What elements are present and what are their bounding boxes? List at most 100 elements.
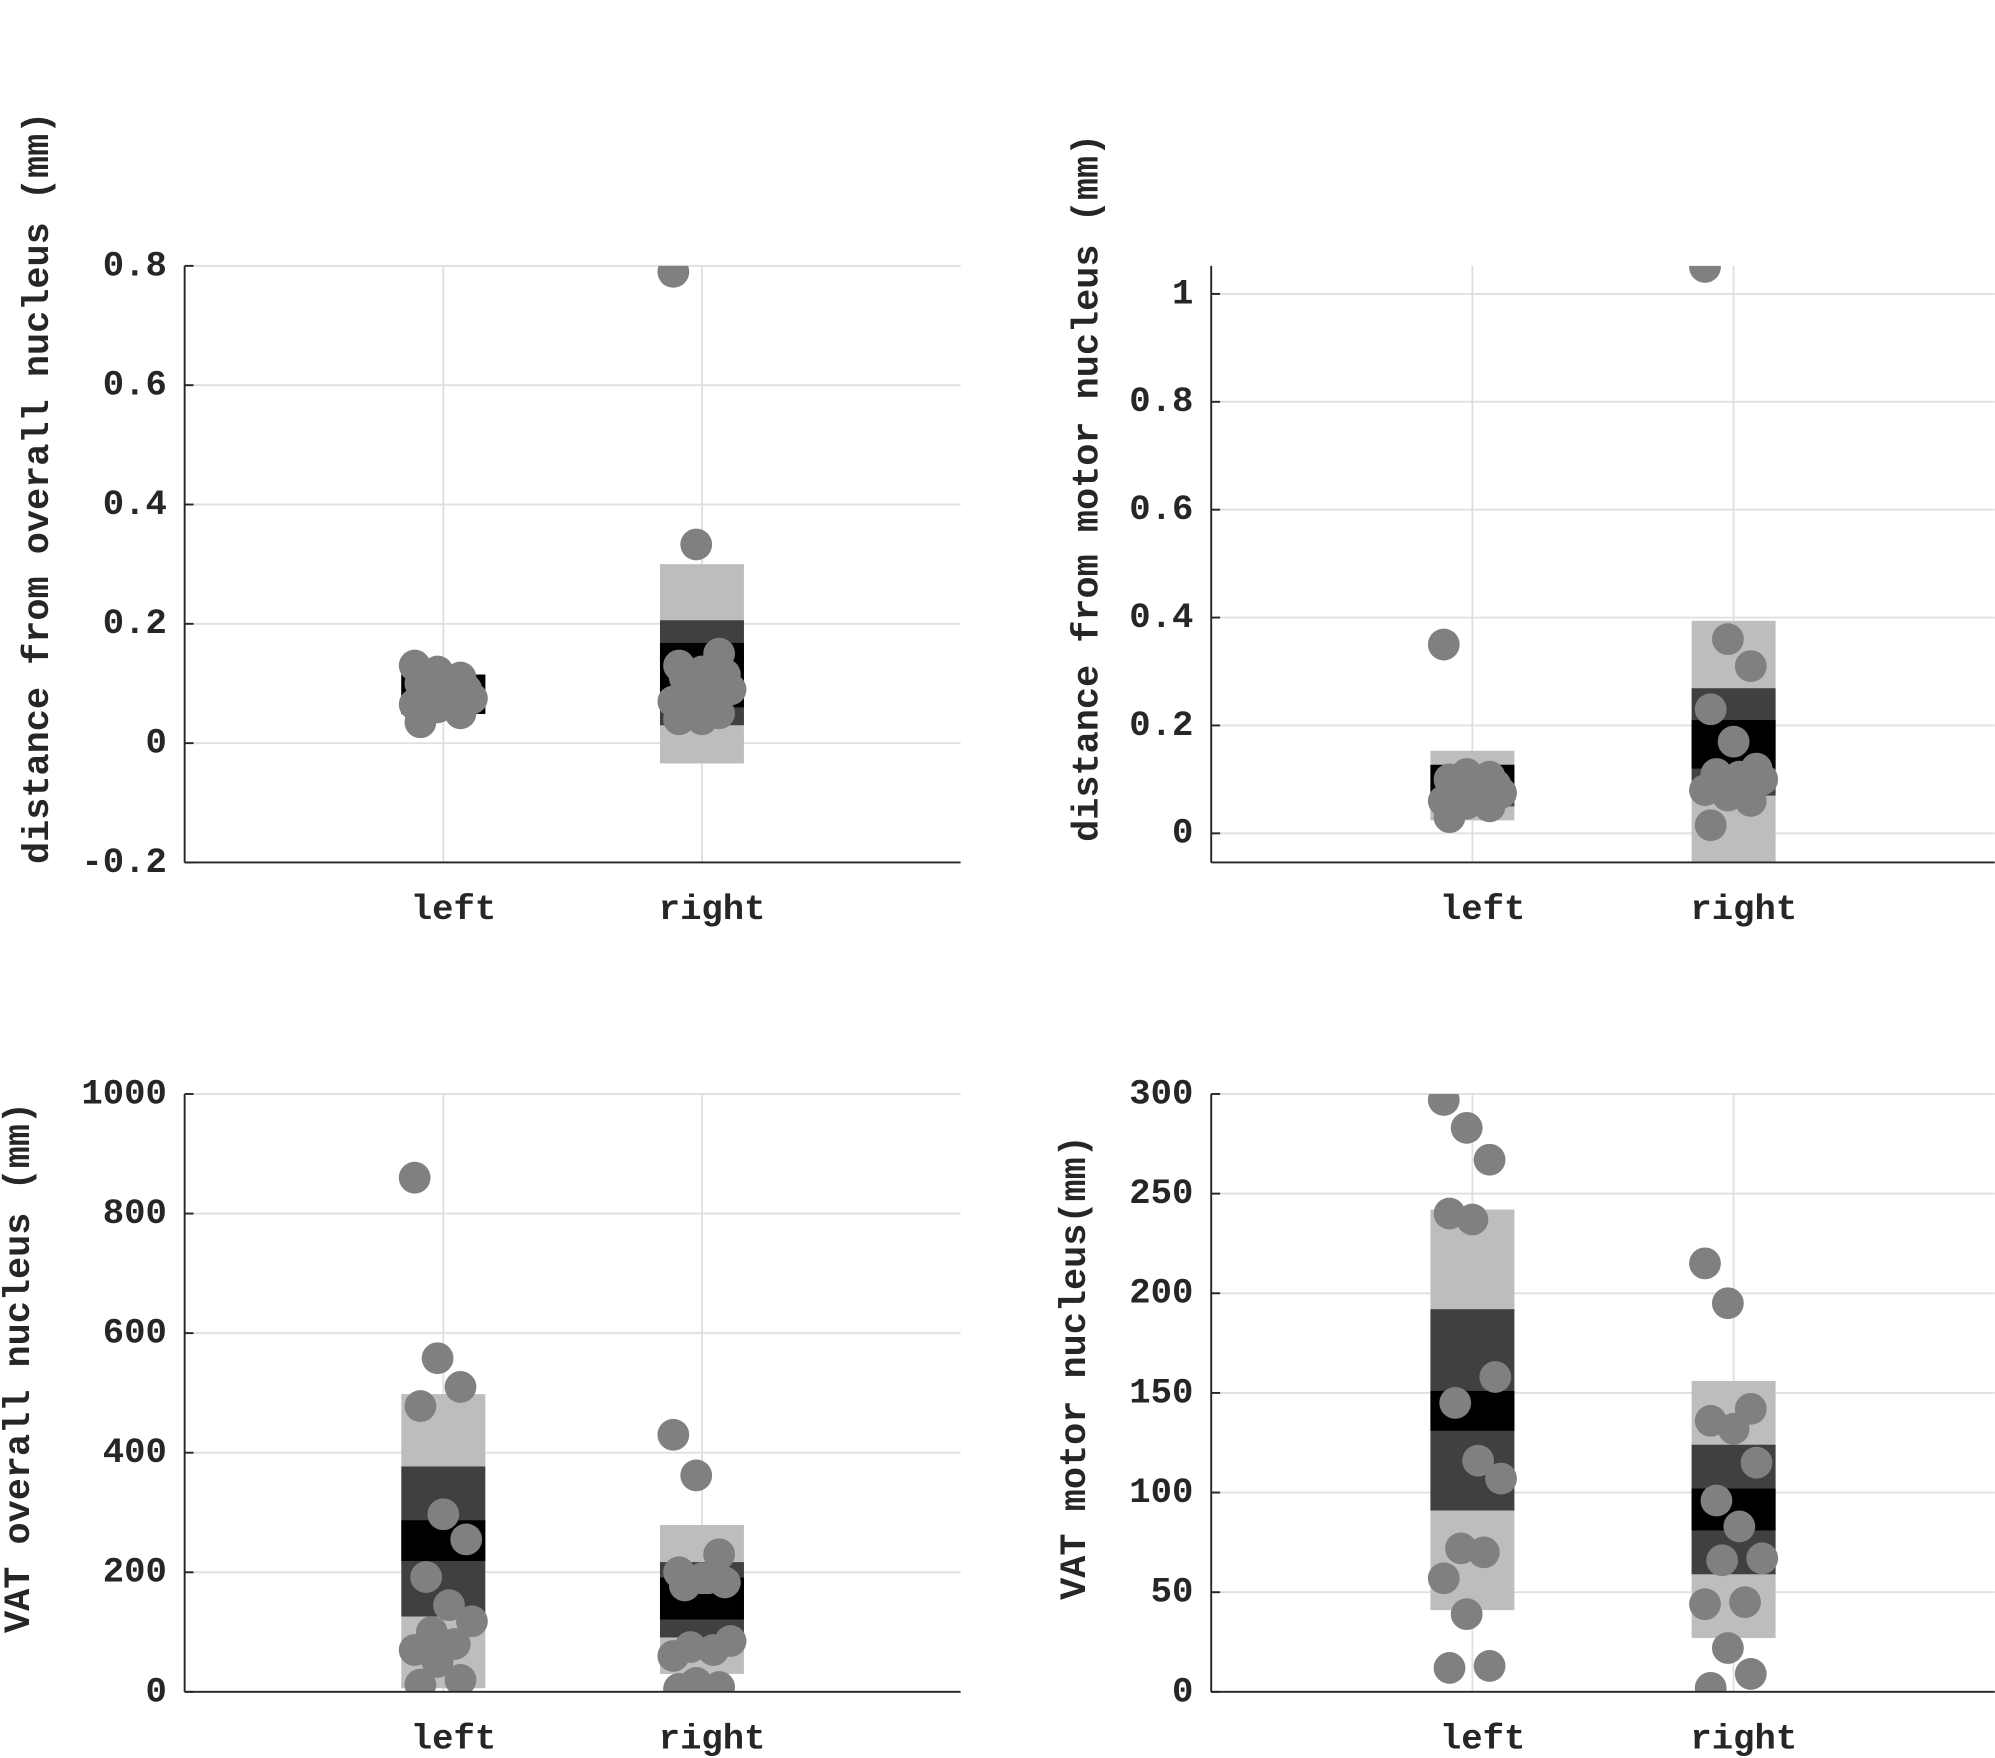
- y-tick-label: 0.8: [1129, 381, 1193, 422]
- data-point: [1734, 1658, 1767, 1690]
- data-point: [1439, 1386, 1472, 1419]
- data-point: [697, 1634, 730, 1666]
- data-point: [1717, 1412, 1750, 1445]
- data-point: [1740, 1446, 1773, 1479]
- data-point: [1694, 809, 1727, 842]
- y-axis-label: distance from overall nucleus (mm): [18, 112, 60, 864]
- y-tick-label: 0.6: [1129, 489, 1193, 530]
- data-point: [1433, 1652, 1466, 1684]
- x-tick-label: right: [1690, 1718, 1797, 1758]
- y-tick-label: 0.8: [103, 245, 167, 286]
- y-axis-label: VAT overall nucleus (mm): [0, 1102, 41, 1633]
- y-tick-label: -0.2: [81, 842, 166, 883]
- y-tick-label: 600: [103, 1313, 167, 1354]
- data-point: [691, 1562, 724, 1595]
- data-point: [421, 1342, 454, 1375]
- y-tick-label: 100: [1129, 1472, 1193, 1513]
- data-point: [1427, 1562, 1460, 1595]
- y-tick-label: 800: [103, 1193, 167, 1234]
- data-point: [663, 1672, 695, 1692]
- data-point: [456, 1605, 488, 1638]
- data-point: [404, 1390, 437, 1422]
- data-point: [404, 706, 437, 739]
- data-point: [444, 1371, 477, 1403]
- data-point: [1734, 650, 1767, 683]
- data-point: [1700, 1484, 1733, 1517]
- data-point: [444, 697, 477, 730]
- y-tick-label: 0: [145, 1671, 166, 1712]
- data-point: [1711, 1632, 1744, 1664]
- y-tick-label: 50: [1151, 1572, 1194, 1613]
- data-point: [444, 1663, 477, 1692]
- data-point: [1694, 1671, 1727, 1692]
- y-tick-label: 0.4: [1129, 597, 1193, 638]
- data-point: [1734, 785, 1767, 817]
- data-point: [1485, 1462, 1517, 1495]
- x-tick-label: left: [1440, 889, 1525, 930]
- y-tick-label: 0.2: [1129, 705, 1193, 746]
- data-point: [1746, 1542, 1779, 1575]
- data-point: [398, 1161, 431, 1194]
- data-point: [1450, 1111, 1483, 1144]
- data-point: [1694, 693, 1727, 726]
- data-point: [1711, 1287, 1744, 1320]
- y-tick-label: 0.6: [103, 365, 167, 406]
- data-point: [450, 1523, 483, 1556]
- y-tick-label: 300: [1129, 1073, 1193, 1114]
- data-point: [703, 1538, 736, 1571]
- data-point: [1689, 1588, 1721, 1621]
- y-axis-label: VAT motor nucleus(mm): [1055, 1135, 1097, 1600]
- data-point: [1450, 1598, 1483, 1631]
- y-tick-label: 0: [145, 723, 166, 764]
- y-tick-label: 200: [1129, 1273, 1193, 1314]
- data-point: [404, 1668, 437, 1692]
- y-tick-label: 0.4: [103, 484, 167, 525]
- x-tick-label: right: [1690, 889, 1797, 930]
- plot-area: [398, 265, 747, 764]
- y-tick-label: 0.2: [103, 603, 167, 644]
- data-point: [1729, 1586, 1761, 1619]
- plot-area: [1427, 1093, 1779, 1692]
- data-point: [1711, 623, 1744, 656]
- data-point: [1473, 1143, 1506, 1176]
- data-point: [421, 1646, 454, 1678]
- data-point: [686, 703, 718, 736]
- y-tick-label: 0: [1172, 1671, 1193, 1712]
- data-point: [1456, 1203, 1489, 1236]
- subplot: 0 50 100 150 200 250 300 left right VAT motor nuc…: [1055, 1073, 1995, 1758]
- x-tick-label: right: [659, 1718, 766, 1758]
- y-tick-label: 1: [1172, 273, 1193, 314]
- data-point: [680, 528, 713, 561]
- x-tick-label: left: [1440, 1718, 1525, 1758]
- plot-area: [398, 1161, 747, 1692]
- data-point: [657, 1640, 690, 1672]
- y-tick-label: 400: [103, 1432, 167, 1473]
- data-point: [680, 1459, 713, 1492]
- y-tick-label: 0: [1172, 813, 1193, 854]
- x-tick-label: right: [659, 889, 766, 930]
- data-point: [1433, 801, 1466, 834]
- data-point: [1473, 1650, 1506, 1682]
- data-point: [663, 703, 695, 736]
- subplot: 0 0.2 0.4 0.6 0.8 1 left right distance from mot…: [1068, 134, 1995, 930]
- y-tick-label: 1000: [81, 1073, 166, 1114]
- x-tick-label: left: [411, 889, 496, 930]
- y-tick-label: 150: [1129, 1372, 1193, 1413]
- y-tick-label: 250: [1129, 1173, 1193, 1214]
- subplot: 0 200 400 600 800 1000 left right VAT overall nu…: [0, 1073, 961, 1758]
- y-tick-label: 200: [103, 1552, 167, 1593]
- y-axis-label: distance from motor nucleus (mm): [1068, 134, 1110, 842]
- data-point: [1427, 628, 1460, 661]
- data-point: [1427, 1093, 1460, 1116]
- data-point: [410, 1561, 443, 1593]
- data-point: [1706, 1544, 1739, 1577]
- data-point: [1462, 1444, 1495, 1477]
- data-point: [703, 1671, 736, 1692]
- data-point: [427, 1498, 460, 1531]
- data-point: [1473, 790, 1506, 823]
- data-point: [433, 1589, 465, 1622]
- data-point: [1689, 1247, 1721, 1280]
- data-point: [657, 1418, 690, 1451]
- data-point: [657, 265, 690, 288]
